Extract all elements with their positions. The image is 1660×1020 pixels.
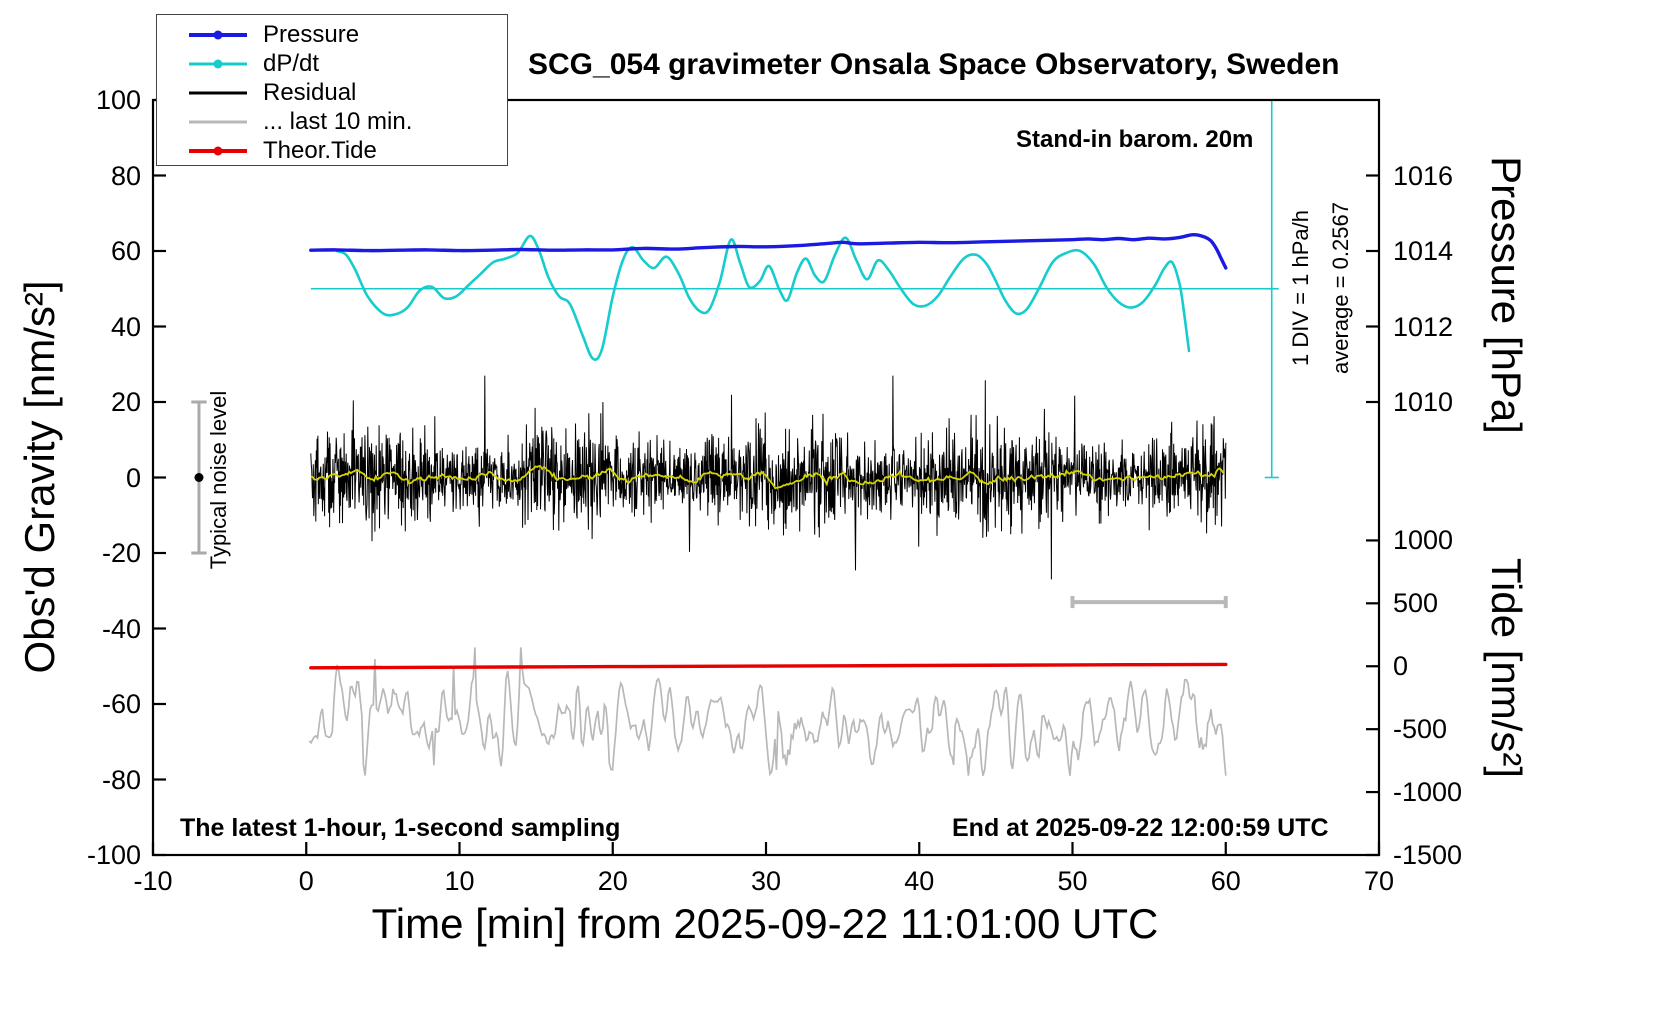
y-tick-label: -20 — [101, 538, 141, 568]
tide-tick-label: -1000 — [1393, 777, 1463, 808]
tide-tick-label: 500 — [1393, 588, 1439, 619]
legend-label: Theor.Tide — [263, 136, 377, 164]
legend-dot-icon — [213, 30, 223, 39]
x-tick-label: 70 — [1363, 866, 1395, 896]
y-tick-label: 100 — [95, 85, 141, 115]
y-tick-label: 0 — [125, 462, 141, 493]
y-tick-label: 80 — [110, 160, 141, 191]
x-axis-label: Time [min] from 2025-09-22 11:01:00 UTC — [371, 900, 1159, 947]
theor-tide-line — [309, 662, 1228, 670]
legend-item-dpdt: dP/dt — [157, 49, 507, 78]
pressure-line — [309, 233, 1228, 270]
x-tick-label: 60 — [1210, 866, 1241, 896]
y-axis-label-tide: Tide [nm/s²] — [1483, 557, 1530, 779]
residual-trace — [310, 375, 1227, 580]
chart-title: SCG_054 gravimeter Onsala Space Observat… — [528, 48, 1340, 81]
y-tick-label: -100 — [86, 840, 141, 870]
x-tick-label: -10 — [133, 866, 173, 896]
x-tick-label: 50 — [1057, 866, 1088, 896]
legend-item-theortide: Theor.Tide — [157, 136, 507, 165]
legend-item-pressure: Pressure — [157, 20, 507, 49]
average-note: average = 0.2567 — [1328, 202, 1353, 374]
div-scale-note: 1 DIV = 1 hPa/h — [1288, 210, 1313, 366]
noise-level-dot — [194, 473, 204, 482]
legend-swatch-pressure — [189, 30, 247, 40]
y-tick-label: -40 — [101, 613, 141, 644]
legend-item-last10: ... last 10 min. — [157, 107, 507, 136]
legend-swatch-theortide — [189, 146, 247, 156]
y-tick-label: -80 — [101, 764, 141, 795]
pressure-tick-label: 1014 — [1393, 236, 1454, 266]
sampling-note: The latest 1-hour, 1-second sampling — [180, 814, 621, 842]
x-tick-label: 20 — [597, 866, 628, 896]
tide-tick-label: -1500 — [1393, 840, 1463, 870]
y-tick-label: 60 — [110, 236, 141, 266]
x-tick-label: 40 — [904, 866, 935, 896]
barometer-note: Stand-in barom. 20m — [1016, 126, 1254, 153]
tide-tick-label: 0 — [1393, 651, 1409, 682]
legend-label: Residual — [263, 78, 357, 106]
x-tick-label: 0 — [298, 866, 314, 896]
pressure-tick-label: 1012 — [1393, 311, 1454, 342]
y-axis-label-pressure: Pressure [hPa] — [1483, 156, 1530, 434]
y-tick-label: 40 — [110, 311, 141, 342]
legend-dot-icon — [213, 59, 223, 68]
end-time-note: End at 2025-09-22 12:00:59 UTC — [952, 814, 1329, 842]
legend-label: ... last 10 min. — [263, 107, 413, 135]
x-tick-label: 30 — [750, 866, 782, 896]
legend-line-icon — [189, 120, 247, 123]
tide-tick-label: 1000 — [1393, 525, 1454, 556]
legend-swatch-last10 — [189, 117, 247, 127]
x-tick-label: 10 — [444, 866, 475, 896]
y-tick-label: -60 — [101, 689, 141, 719]
tide-tick-label: -500 — [1393, 714, 1448, 745]
residual-running-mean — [310, 465, 1226, 490]
legend-dot-icon — [213, 146, 223, 155]
legend-label: dP/dt — [263, 49, 320, 77]
y-tick-label: 20 — [110, 387, 141, 417]
legend-box: Pressure dP/dt Residual... last 10 min. The… — [156, 14, 508, 166]
pressure-tick-label: 1016 — [1393, 160, 1454, 191]
noise-level-note: Typical noise level — [206, 390, 231, 570]
dp-dt-line — [335, 234, 1191, 361]
legend-line-icon — [189, 91, 247, 94]
legend-item-residual: Residual — [157, 78, 507, 107]
last-10-min-trace — [308, 647, 1227, 777]
legend-swatch-residual — [189, 88, 247, 98]
pressure-tick-label: 1010 — [1393, 387, 1454, 417]
legend-swatch-dpdt — [189, 59, 247, 69]
legend-label: Pressure — [263, 20, 360, 48]
